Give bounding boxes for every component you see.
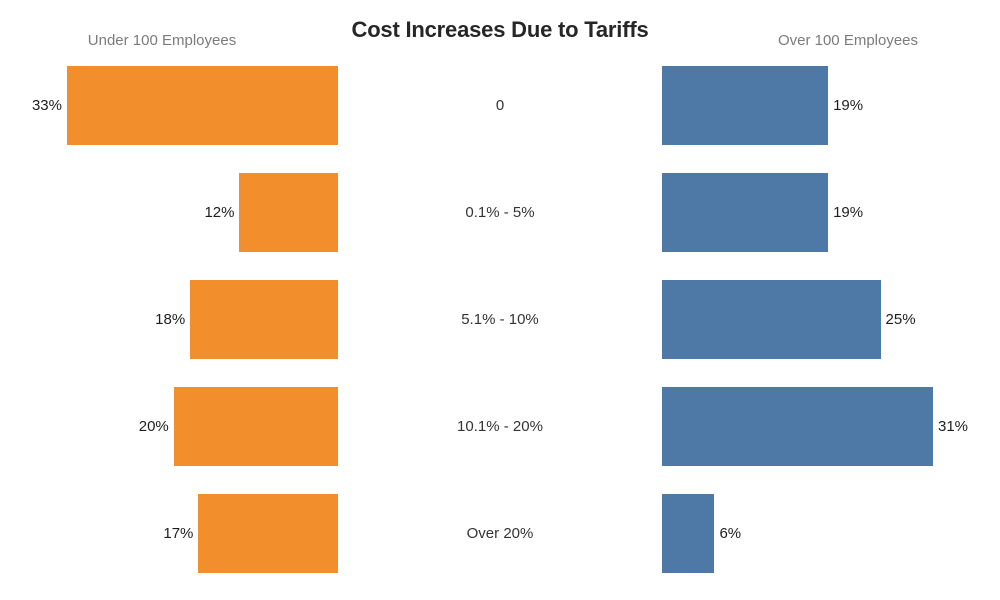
- chart-row: 33% 0 19%: [0, 66, 1000, 145]
- over-100-employees-bar[interactable]: [662, 387, 933, 466]
- category-label: 0.1% - 5%: [465, 204, 535, 221]
- right-bar-value-label: 31%: [938, 418, 969, 435]
- category-label: 0: [495, 97, 505, 114]
- left-bar-value-label: 33%: [31, 97, 62, 114]
- under-100-employees-bar[interactable]: [239, 173, 338, 252]
- chart-row: 17% Over 20% 6%: [0, 494, 1000, 573]
- chart-row: 20% 10.1% - 20% 31%: [0, 387, 1000, 466]
- right-bar-value-label: 19%: [833, 204, 864, 221]
- under-100-employees-bar[interactable]: [173, 387, 338, 466]
- left-column-header: Under 100 Employees: [87, 32, 237, 49]
- left-bar-value-label: 12%: [204, 204, 235, 221]
- left-bar-value-label: 20%: [138, 418, 169, 435]
- chart-row: 18% 5.1% - 10% 25%: [0, 280, 1000, 359]
- under-100-employees-bar[interactable]: [190, 280, 338, 359]
- chart-row: 12% 0.1% - 5% 19%: [0, 173, 1000, 252]
- left-bar-value-label: 17%: [163, 525, 194, 542]
- right-bar-value-label: 6%: [719, 525, 742, 542]
- over-100-employees-bar[interactable]: [662, 280, 881, 359]
- right-column-header: Over 100 Employees: [777, 32, 919, 49]
- over-100-employees-bar[interactable]: [662, 173, 829, 252]
- left-bar-value-label: 18%: [155, 311, 186, 328]
- over-100-employees-bar[interactable]: [662, 494, 715, 573]
- chart-title: Cost Increases Due to Tariffs: [351, 17, 649, 42]
- right-bar-value-label: 19%: [833, 97, 864, 114]
- category-label: Over 20%: [466, 525, 534, 542]
- under-100-employees-bar[interactable]: [67, 66, 338, 145]
- under-100-employees-bar[interactable]: [198, 494, 338, 573]
- over-100-employees-bar[interactable]: [662, 66, 829, 145]
- category-label: 5.1% - 10%: [461, 311, 539, 328]
- right-bar-value-label: 25%: [885, 311, 916, 328]
- category-label: 10.1% - 20%: [457, 418, 543, 435]
